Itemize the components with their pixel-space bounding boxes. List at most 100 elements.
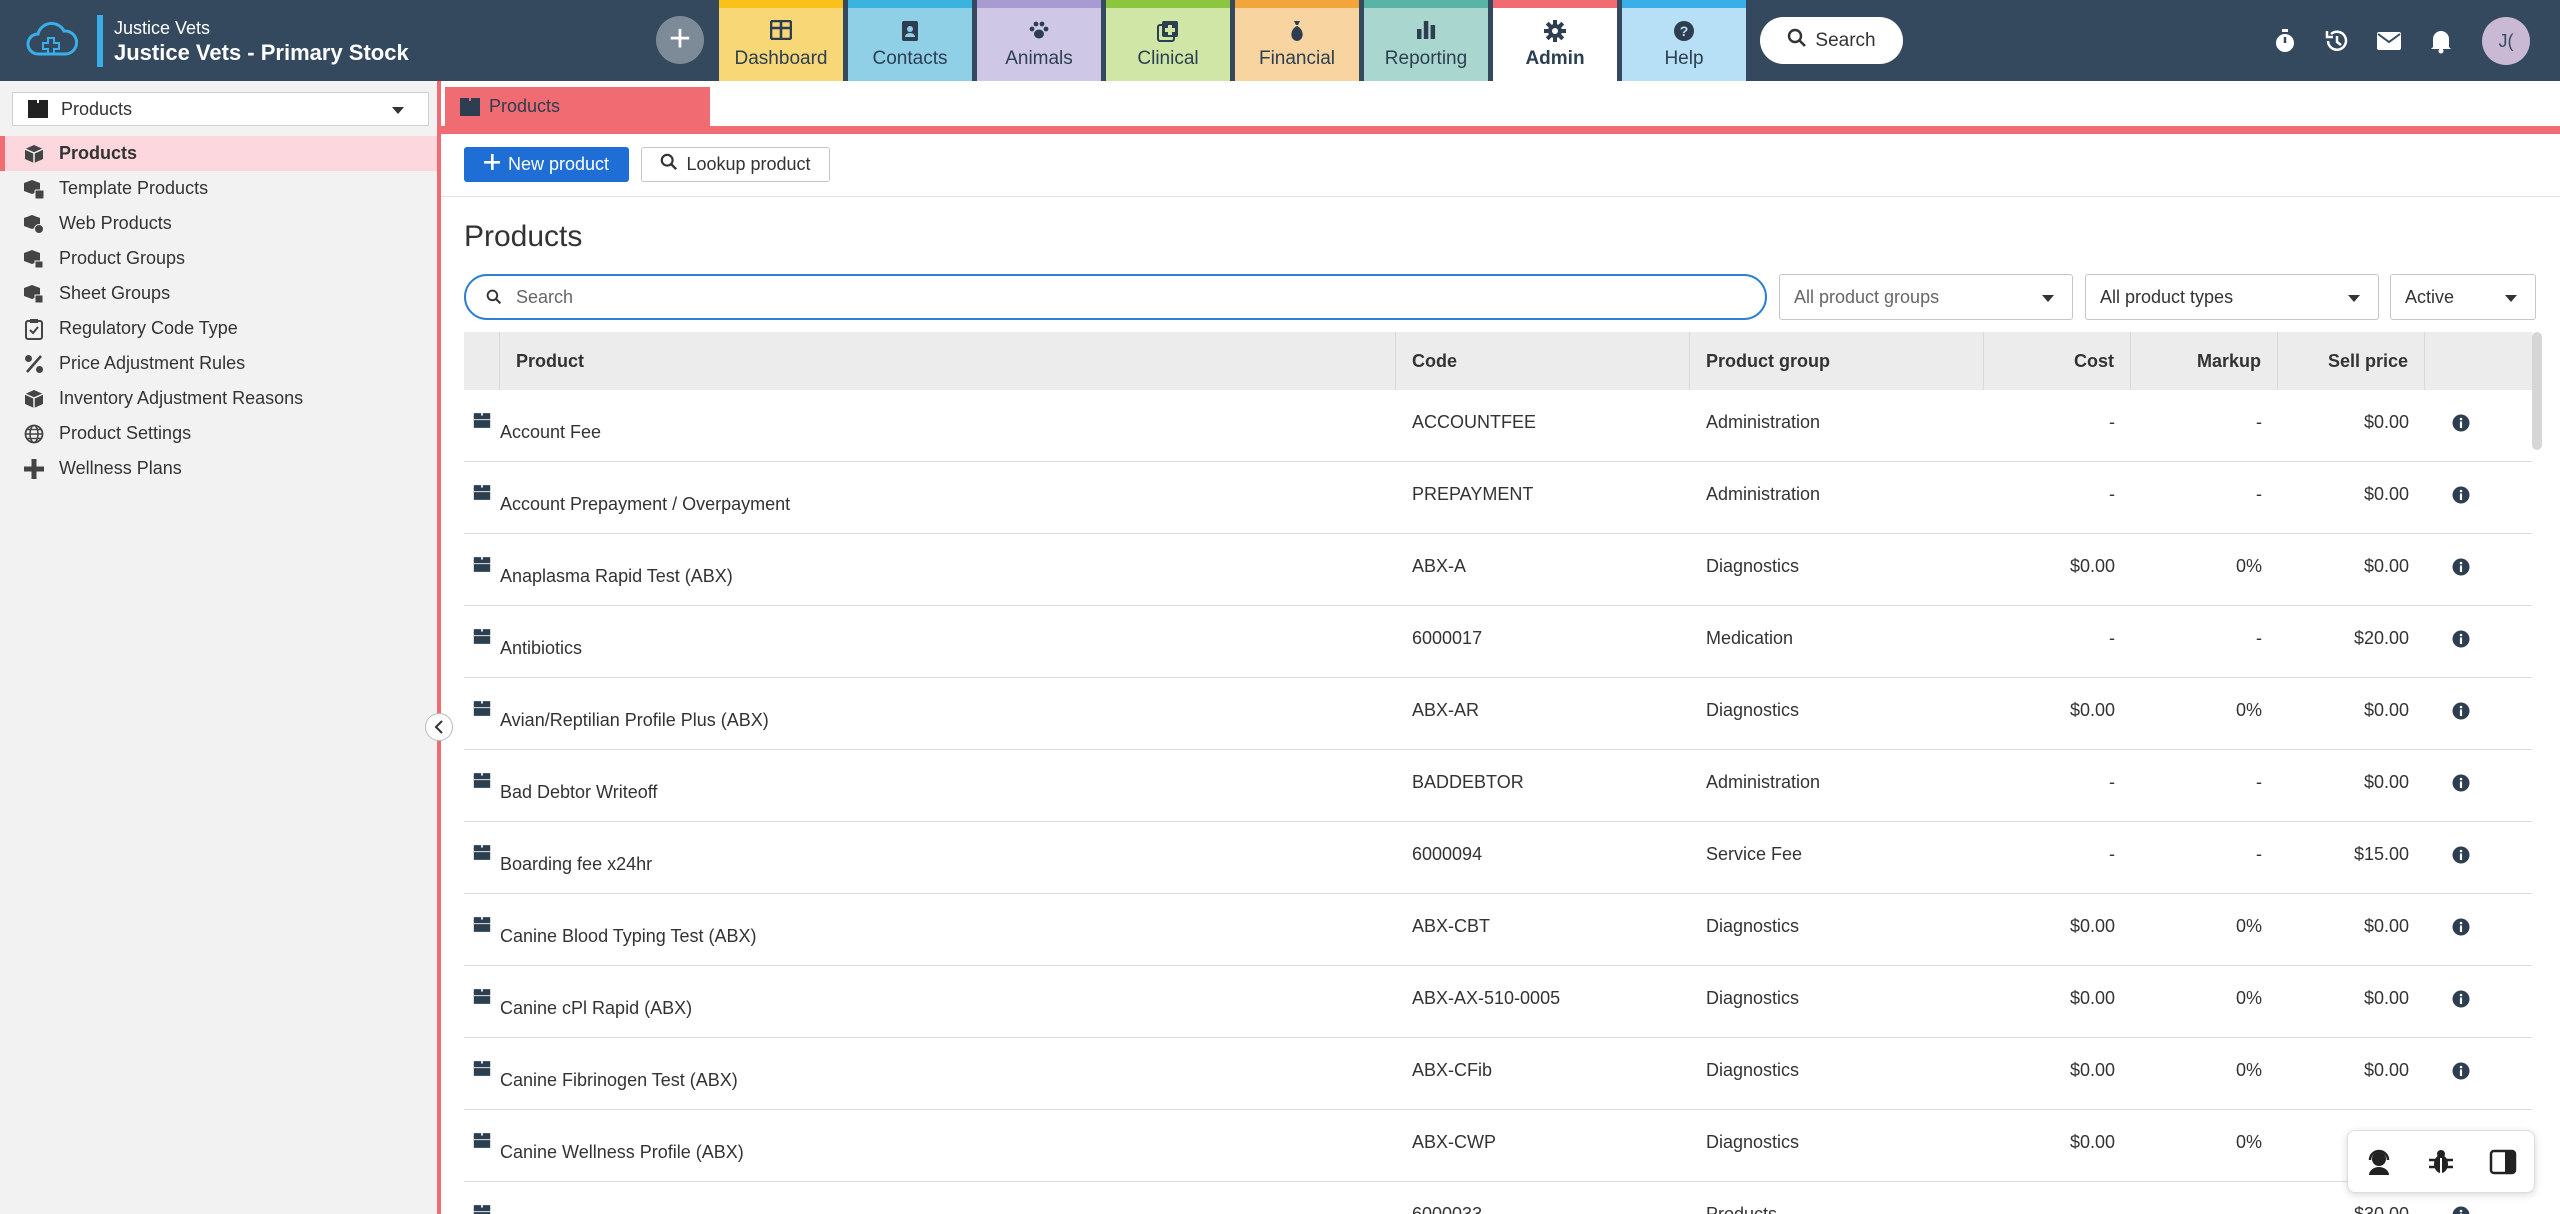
site-name[interactable]: Justice Vets - Primary Stock — [114, 40, 409, 65]
markup-cell: - — [2256, 484, 2262, 504]
new-product-button[interactable]: New product — [464, 147, 629, 182]
side-panel-icon[interactable] — [2487, 1146, 2519, 1178]
product-name-cell: Canine cPl Rapid (ABX) — [500, 998, 693, 1018]
sidebar-item-web-products[interactable]: Web Products — [0, 206, 437, 241]
markup-column-header[interactable]: Markup — [2131, 332, 2278, 390]
product-group-cell: Administration — [1706, 412, 1821, 432]
table-row[interactable]: Canine Fibrinogen Test (ABX) ABX-CFib Diag… — [464, 1038, 2532, 1110]
info-icon[interactable] — [2425, 390, 2496, 461]
sidebar-item-inventory-adjustment-reasons[interactable]: Inventory Adjustment Reasons — [0, 381, 437, 416]
cloud-logo-icon[interactable] — [24, 18, 79, 62]
nav-tab-help[interactable]: ? Help — [1622, 0, 1746, 81]
info-icon[interactable] — [2425, 678, 2496, 749]
nav-tab-dashboard[interactable]: Dashboard — [719, 0, 843, 81]
info-icon[interactable] — [2425, 966, 2496, 1037]
info-icon[interactable] — [2425, 822, 2496, 893]
product-types-dropdown[interactable]: All product types — [2085, 274, 2379, 320]
contact-card-icon — [848, 20, 972, 44]
sell-price-cell: $0.00 — [2363, 1060, 2409, 1080]
template-box-icon — [23, 178, 45, 200]
product-name-cell: Boarding fee x24hr — [500, 854, 653, 874]
info-icon[interactable] — [2425, 1038, 2496, 1109]
sell-price-cell: $0.00 — [2363, 556, 2409, 576]
markup-cell: - — [2256, 844, 2262, 864]
table-row[interactable]: 6000033 Products $30.00 — [464, 1182, 2532, 1214]
box-icon — [464, 1038, 500, 1109]
info-icon[interactable] — [2425, 534, 2496, 605]
table-row[interactable]: Avian/Reptilian Profile Plus (ABX) ABX-AR… — [464, 678, 2532, 750]
table-row[interactable]: Antibiotics 6000017 Medication - - $20.00 — [464, 606, 2532, 678]
clipboard-icon — [23, 318, 45, 340]
support-agent-icon[interactable] — [2363, 1146, 2395, 1178]
product-column-header[interactable]: Product — [500, 332, 1396, 390]
history-icon[interactable] — [2322, 26, 2352, 56]
product-search-field[interactable] — [464, 274, 1767, 320]
nav-tab-admin[interactable]: Admin — [1493, 0, 1617, 81]
sidebar-item-regulatory-code-type[interactable]: Regulatory Code Type — [0, 311, 437, 346]
nav-tab-animals[interactable]: Animals — [977, 0, 1101, 81]
actions-column-header — [2425, 332, 2496, 390]
sell-price-column-header[interactable]: Sell price — [2278, 332, 2425, 390]
table-scrollbar[interactable] — [2532, 332, 2542, 450]
tab-label: Products — [489, 96, 561, 116]
search-icon — [1787, 28, 1807, 54]
sell-price-cell: $0.00 — [2363, 916, 2409, 936]
user-avatar[interactable]: J( — [2482, 17, 2530, 65]
help-icon: ? — [1622, 20, 1746, 44]
quick-add-button[interactable]: + — [656, 16, 704, 64]
nav-tab-financial[interactable]: Financial — [1235, 0, 1359, 81]
sidebar-item-product-settings[interactable]: Product Settings — [0, 416, 437, 451]
product-name-cell: Antibiotics — [500, 638, 583, 658]
sidebar-item-product-groups[interactable]: Product Groups — [0, 241, 437, 276]
sidebar-item-label: Template Products — [59, 178, 209, 198]
table-row[interactable]: Canine Wellness Profile (ABX) ABX-CWP Diag… — [464, 1110, 2532, 1182]
table-row[interactable]: Boarding fee x24hr 6000094 Service Fee - - $1… — [464, 822, 2532, 894]
nav-tab-reporting[interactable]: Reporting — [1364, 0, 1488, 81]
sidebar-item-wellness-plans[interactable]: Wellness Plans — [0, 451, 437, 486]
box-icon — [464, 534, 500, 605]
sidebar-item-sheet-groups[interactable]: Sheet Groups — [0, 276, 437, 311]
info-icon[interactable] — [2425, 606, 2496, 677]
nav-tab-stripe — [1235, 0, 1359, 8]
sidebar-item-template-products[interactable]: Template Products — [0, 171, 437, 206]
table-row[interactable]: Canine Blood Typing Test (ABX) ABX-CBT Dia… — [464, 894, 2532, 966]
table-row[interactable]: Account Prepayment / Overpayment PREPAYME… — [464, 462, 2532, 534]
lookup-product-button[interactable]: Lookup product — [641, 147, 830, 182]
floating-tools — [2347, 1130, 2535, 1193]
markup-cell: 0% — [2235, 916, 2262, 936]
product-types-label: All product types — [2100, 286, 2234, 307]
global-search-button[interactable]: Search — [1760, 17, 1903, 64]
markup-cell: - — [2256, 628, 2262, 648]
paw-icon — [977, 20, 1101, 44]
status-dropdown[interactable]: Active — [2390, 274, 2536, 320]
product-name-cell: Bad Debtor Writeoff — [500, 782, 658, 802]
sidebar-item-products[interactable]: Products — [0, 136, 437, 171]
info-icon[interactable] — [2425, 462, 2496, 533]
table-row[interactable]: Bad Debtor Writeoff BADDEBTOR Administrati… — [464, 750, 2532, 822]
table-row[interactable]: Account Fee ACCOUNTFEE Administration - - $0.… — [464, 390, 2532, 462]
tab-products[interactable]: Products — [445, 87, 710, 126]
sell-price-cell: $0.00 — [2363, 772, 2409, 792]
cost-column-header[interactable]: Cost — [1984, 332, 2131, 390]
group-column-header[interactable]: Product group — [1690, 332, 1984, 390]
sidebar-item-price-adjustment-rules[interactable]: Price Adjustment Rules — [0, 346, 437, 381]
code-column-header[interactable]: Code — [1396, 332, 1690, 390]
table-row[interactable]: Canine cPl Rapid (ABX) ABX-AX-510-0005 Dia… — [464, 966, 2532, 1038]
table-row[interactable]: Anaplasma Rapid Test (ABX) ABX-A Diagnosti… — [464, 534, 2532, 606]
section-select[interactable]: Products — [12, 92, 429, 126]
cost-cell: $0.00 — [2069, 1060, 2115, 1080]
info-icon[interactable] — [2425, 894, 2496, 965]
bug-icon[interactable] — [2425, 1146, 2457, 1178]
info-icon[interactable] — [2425, 750, 2496, 821]
mail-icon[interactable] — [2374, 26, 2404, 56]
product-groups-dropdown[interactable]: All product groups — [1779, 274, 2073, 320]
toolbar: New product Lookup product — [441, 134, 2560, 197]
stopwatch-icon[interactable] — [2270, 26, 2300, 56]
collapse-sidebar-button[interactable] — [425, 713, 453, 741]
product-search-input[interactable] — [516, 286, 1716, 308]
box-icon — [27, 99, 49, 119]
code-cell: BADDEBTOR — [1412, 772, 1524, 792]
bell-icon[interactable] — [2426, 26, 2456, 56]
nav-tab-contacts[interactable]: Contacts — [848, 0, 972, 81]
nav-tab-clinical[interactable]: Clinical — [1106, 0, 1230, 81]
